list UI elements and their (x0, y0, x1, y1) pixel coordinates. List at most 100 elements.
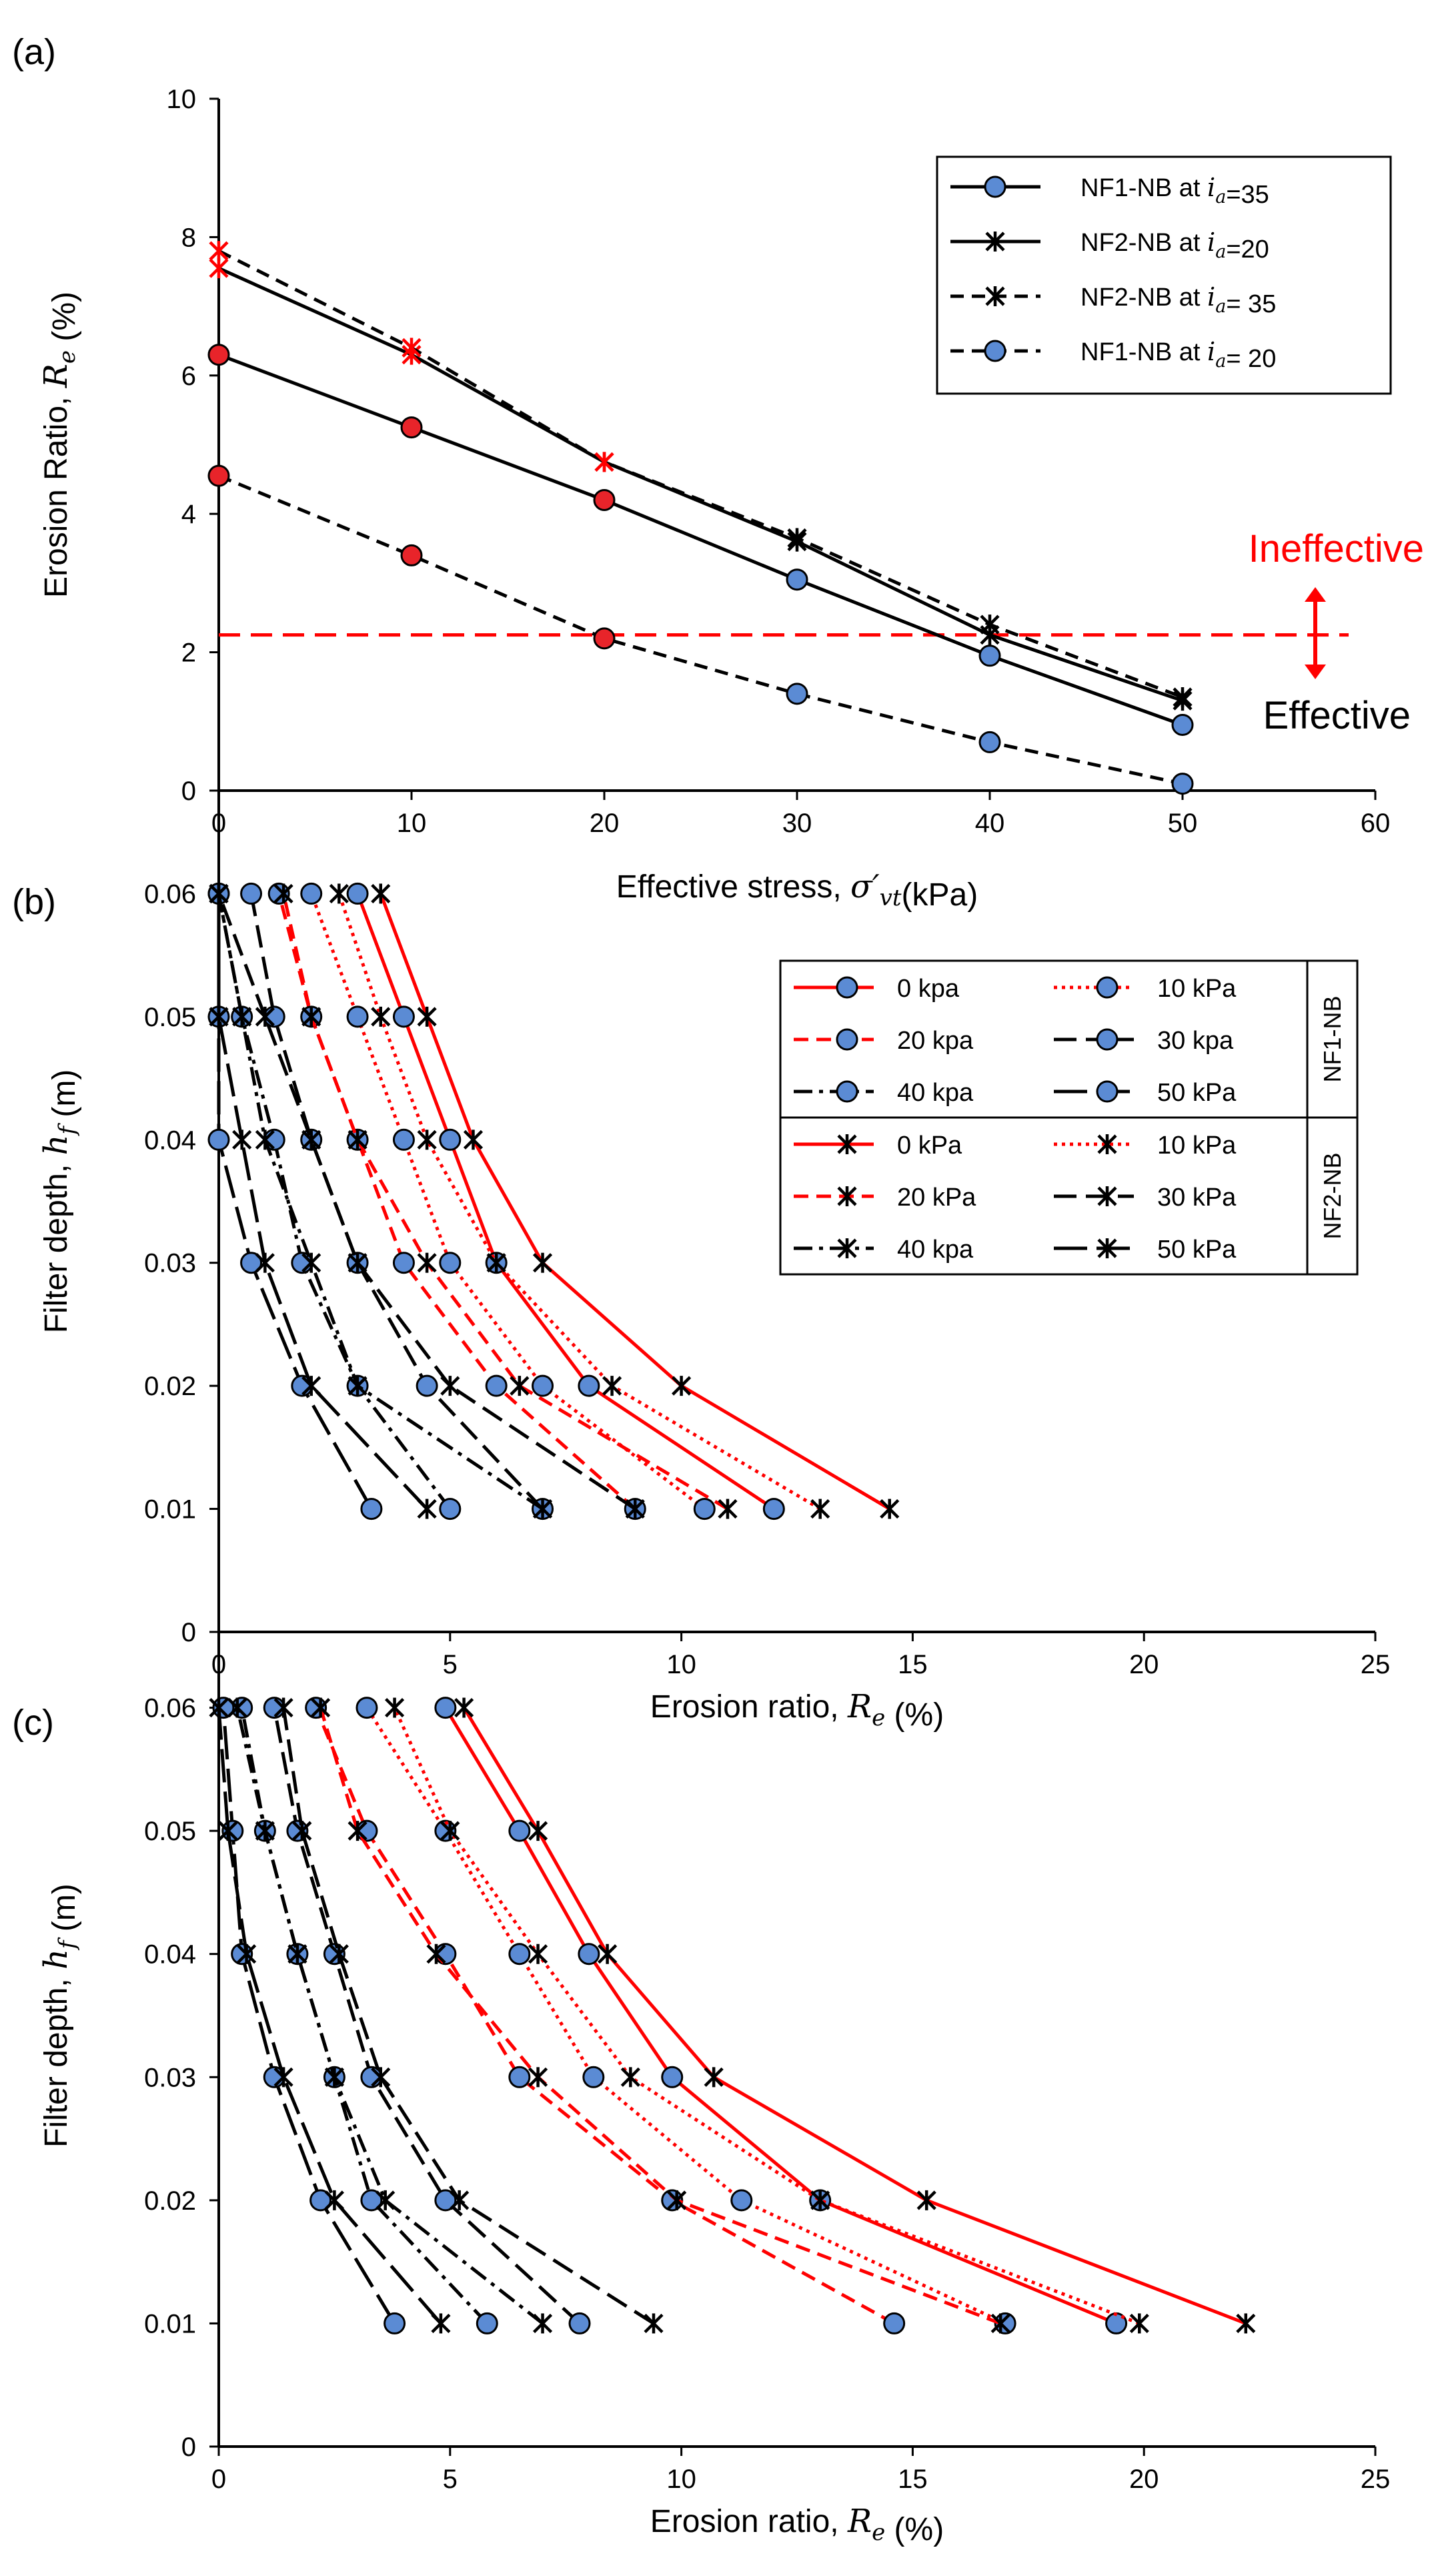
series-11 (209, 883, 437, 1519)
symbol-subscript: a (1215, 351, 1226, 372)
data-point (810, 2190, 830, 2210)
data-point (1171, 773, 1194, 795)
x-tick-label: 50 (1168, 809, 1198, 838)
chart-panel-b: (b) 0 5 10 15 20 25 0 0.01 0.02 0.03 0.04 0.05 0.06 0 … (12, 771, 1390, 1733)
data-point (309, 2189, 332, 2212)
series-9 (209, 883, 645, 1519)
data-point (300, 882, 323, 905)
series-line (444, 1707, 1117, 2325)
series-0 (346, 882, 785, 1521)
data-point (324, 2067, 344, 2088)
legend-entry-label: 10 kPa (1157, 1132, 1237, 1160)
legend-marker (1097, 1238, 1117, 1258)
symbol-main: R (847, 2503, 872, 2540)
data-point (237, 1944, 257, 1964)
data-point (528, 1944, 548, 1964)
series-line (217, 893, 428, 1511)
data-point (434, 1697, 457, 1719)
x-tick-label: 10 (397, 809, 427, 838)
legend-entry-label: 30 kPa (1157, 1184, 1237, 1212)
data-point (426, 1944, 446, 1964)
symbol-main: h (37, 1135, 75, 1156)
data-point (644, 2313, 664, 2334)
panel-label: (c) (12, 1703, 54, 1743)
symbol-main: i (1207, 337, 1215, 366)
series-line (281, 893, 729, 1511)
data-point (620, 2067, 640, 2088)
data-point (463, 1130, 484, 1150)
series-2 (267, 882, 646, 1521)
y-tick-label: 2 (181, 638, 196, 668)
data-point (787, 528, 807, 548)
legend-entry-label: 0 kpa (897, 975, 960, 1003)
data-point (301, 1252, 321, 1273)
y-axis-label-a-suffix: (%) (47, 292, 82, 350)
series-5 (212, 1697, 406, 2334)
series-9 (273, 1697, 664, 2334)
y-axis-label: Filter depth, hf (m) (37, 1883, 82, 2148)
series-line (355, 893, 775, 1511)
data-point (347, 1376, 368, 1396)
data-point (450, 2190, 470, 2210)
data-point (1171, 713, 1194, 736)
y-tick-label: 8 (181, 223, 196, 252)
data-point (273, 2067, 293, 2088)
x-tick-label: 20 (1129, 2465, 1159, 2494)
legend-entry-label: 20 kpa (897, 1027, 974, 1055)
series-line (217, 893, 374, 1510)
data-point (594, 452, 614, 472)
data-point (267, 882, 290, 905)
data-point (360, 2066, 383, 2088)
legend-name: NF1-NB at (1080, 338, 1207, 366)
x-tick-label: 10 (666, 1650, 696, 1679)
x-axis-label-a-suffix: (kPa) (902, 877, 978, 913)
data-point (578, 1374, 600, 1397)
series-line (217, 893, 452, 1511)
y-tick-label: 0 (181, 2433, 196, 2462)
y-tick-label: 0 (181, 1618, 196, 1647)
data-point (329, 1944, 349, 1964)
data-point (371, 2067, 391, 2088)
data-point (255, 1006, 275, 1027)
x-tick-label: 0 (211, 2465, 226, 2494)
chart-panel-c: (c) 0 5 10 15 20 25 0 0.01 0.02 0.03 0.04 0.05 0.06 Er… (12, 1585, 1390, 2547)
series-2 (305, 1697, 906, 2334)
data-point (209, 258, 229, 279)
symbol-main: i (1207, 228, 1215, 257)
data-point (593, 488, 616, 511)
series-line (235, 1707, 544, 2325)
data-point (209, 241, 229, 262)
data-point (232, 1130, 252, 1150)
legend-marker (985, 286, 1005, 306)
data-point (434, 1943, 457, 1966)
y-axis-label-a-prefix: Erosion Ratio, (39, 388, 74, 598)
data-point (255, 1252, 275, 1273)
series-line (272, 1707, 581, 2325)
legend-entry-label: NF2-NB at ia=20 (1080, 228, 1269, 264)
legend-entry-label: 10 kPa (1157, 975, 1237, 1003)
series-line (249, 893, 544, 1511)
symbol-main: i (1207, 173, 1215, 202)
data-point (883, 2312, 906, 2334)
legend-entry-label: 50 kPa (1157, 1079, 1237, 1107)
annotation-ineffective: Ineffective (1249, 527, 1424, 570)
data-point (485, 1374, 508, 1397)
panel-label-a: (a) (12, 32, 56, 72)
legend-group-label: NF1-NB (1319, 995, 1346, 1082)
legend-marker (836, 976, 858, 999)
x-tick-label: 60 (1361, 809, 1391, 838)
series-line (217, 1707, 442, 2325)
data-point (301, 1376, 321, 1396)
legend-marker (837, 1186, 857, 1206)
x-axis-label-a: Effective stress, σ′vt(kPa) (616, 868, 978, 913)
data-point (417, 1006, 437, 1027)
data-point (384, 2312, 406, 2334)
data-point (667, 2190, 687, 2210)
data-point (510, 1376, 530, 1396)
data-point (532, 1252, 553, 1273)
legend-marker (1096, 1028, 1119, 1051)
data-point (347, 1252, 368, 1273)
x-tick-label: 30 (782, 809, 812, 838)
